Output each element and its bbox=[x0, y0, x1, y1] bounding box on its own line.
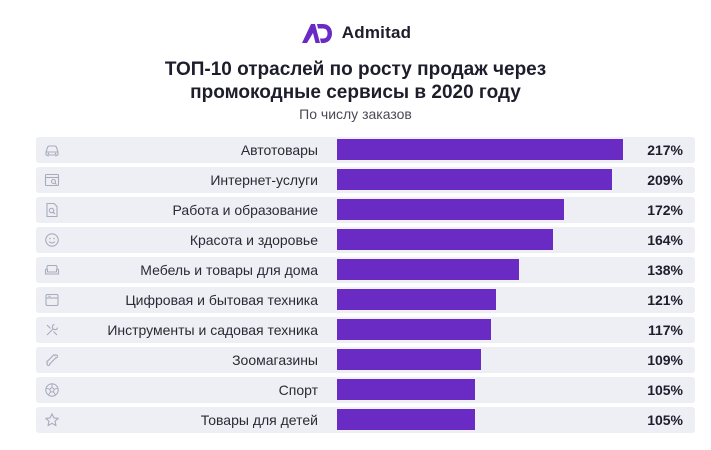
browser-search-icon bbox=[44, 172, 60, 188]
bar bbox=[337, 229, 553, 250]
chart-row: Инструменты и садовая техника 117% bbox=[36, 317, 695, 343]
value-label: 121% bbox=[647, 292, 683, 308]
value-label: 217% bbox=[647, 142, 683, 158]
logo: Admitad bbox=[0, 18, 711, 48]
value-label: 164% bbox=[647, 232, 683, 248]
star-icon bbox=[44, 412, 60, 428]
bar bbox=[337, 139, 623, 160]
sofa-icon bbox=[44, 262, 60, 278]
bar bbox=[337, 169, 612, 190]
logo-text: Admitad bbox=[341, 23, 412, 42]
chart-title-line-2: промокодные сервисы в 2020 году bbox=[190, 82, 521, 103]
chart-row: Интернет-услуги 209% bbox=[36, 167, 695, 193]
value-label: 105% bbox=[647, 412, 683, 428]
bar bbox=[337, 379, 475, 400]
ball-icon bbox=[44, 382, 60, 398]
value-label: 109% bbox=[647, 352, 683, 368]
category-label: Интернет-услуги bbox=[210, 172, 318, 188]
bar bbox=[337, 259, 519, 280]
chart-row: Автотовары 217% bbox=[36, 137, 695, 163]
bar bbox=[337, 289, 496, 310]
bar bbox=[337, 319, 491, 340]
value-label: 138% bbox=[647, 262, 683, 278]
chart-subtitle: По числу заказов bbox=[299, 106, 412, 122]
bar bbox=[337, 199, 564, 220]
category-label: Спорт bbox=[278, 382, 318, 398]
chart-row: Товары для детей 105% bbox=[36, 407, 695, 433]
chart-title: ТОП-10 отраслей по росту продаж через пр… bbox=[0, 58, 711, 104]
category-label: Работа и образование bbox=[172, 202, 318, 218]
category-label: Мебель и товары для дома bbox=[140, 262, 318, 278]
chart-row: Зоомагазины 109% bbox=[36, 347, 695, 373]
value-label: 105% bbox=[647, 382, 683, 398]
chart-row: Спорт 105% bbox=[36, 377, 695, 403]
admitad-logo-icon bbox=[301, 24, 332, 43]
chart-row: Мебель и товары для дома 138% bbox=[36, 257, 695, 283]
category-label: Красота и здоровье bbox=[189, 232, 318, 248]
tools-icon bbox=[44, 322, 60, 338]
bar bbox=[337, 409, 475, 430]
category-label: Цифровая и бытовая техника bbox=[125, 292, 318, 308]
chart-row: Красота и здоровье 164% bbox=[36, 227, 695, 253]
bone-icon bbox=[44, 352, 60, 368]
category-label: Товары для детей bbox=[200, 412, 318, 428]
bar bbox=[337, 349, 481, 370]
category-label: Автотовары bbox=[240, 142, 318, 158]
value-label: 209% bbox=[647, 172, 683, 188]
value-label: 172% bbox=[647, 202, 683, 218]
smile-icon bbox=[44, 232, 60, 248]
chart-row: Цифровая и бытовая техника 121% bbox=[36, 287, 695, 313]
chart-title-line-1: ТОП-10 отраслей по росту продаж через bbox=[164, 59, 547, 80]
category-label: Инструменты и садовая техника bbox=[107, 322, 318, 338]
document-search-icon bbox=[44, 202, 60, 218]
chart-row: Работа и образование 172% bbox=[36, 197, 695, 223]
category-label: Зоомагазины bbox=[232, 352, 318, 368]
bar-chart: Автотовары 217% Интернет-услуги 209% Работа … bbox=[36, 137, 695, 437]
value-label: 117% bbox=[647, 322, 683, 338]
appliance-icon bbox=[44, 292, 60, 308]
car-icon bbox=[44, 142, 60, 158]
